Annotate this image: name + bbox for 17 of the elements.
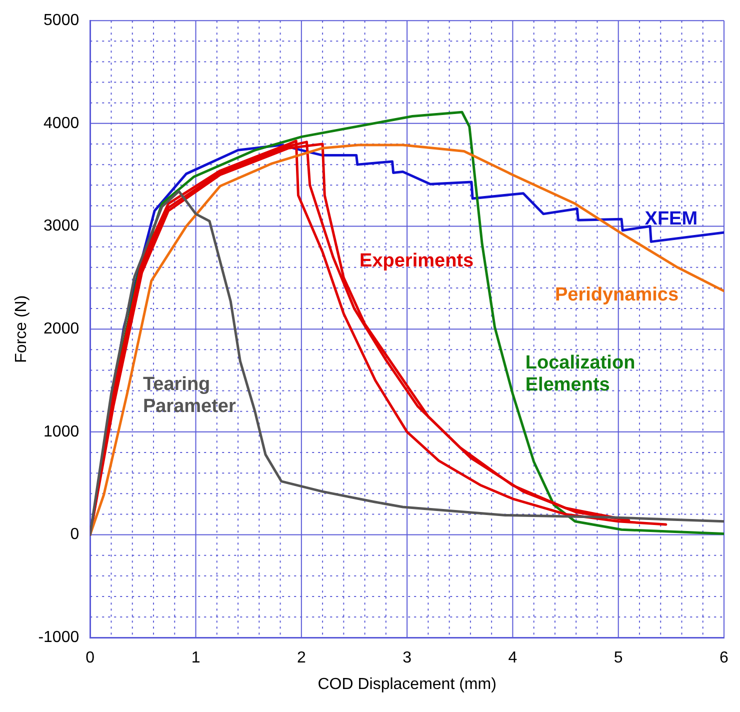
x-tick-label: 5 xyxy=(614,650,623,667)
x-tick-label: 0 xyxy=(86,650,95,667)
x-tick-label: 2 xyxy=(296,650,306,667)
y-tick-label: -1000 xyxy=(38,629,80,646)
y-tick-label: 5000 xyxy=(44,12,80,30)
x-tick-label: 3 xyxy=(402,650,412,667)
x-tick-label: 4 xyxy=(508,650,518,667)
x-axis-title: COD Displacement (mm) xyxy=(318,676,496,693)
x-tick-label: 1 xyxy=(191,650,200,667)
series-label: XFEM xyxy=(644,208,698,230)
y-tick-label: 0 xyxy=(70,526,80,544)
y-tick-label: 4000 xyxy=(44,114,80,132)
x-tick-label: 6 xyxy=(720,650,729,667)
y-axis-title: Force (N) xyxy=(13,295,30,363)
y-tick-label: 1000 xyxy=(44,423,80,440)
y-tick-label: 2000 xyxy=(44,320,80,338)
y-tick-label: 3000 xyxy=(44,218,80,235)
